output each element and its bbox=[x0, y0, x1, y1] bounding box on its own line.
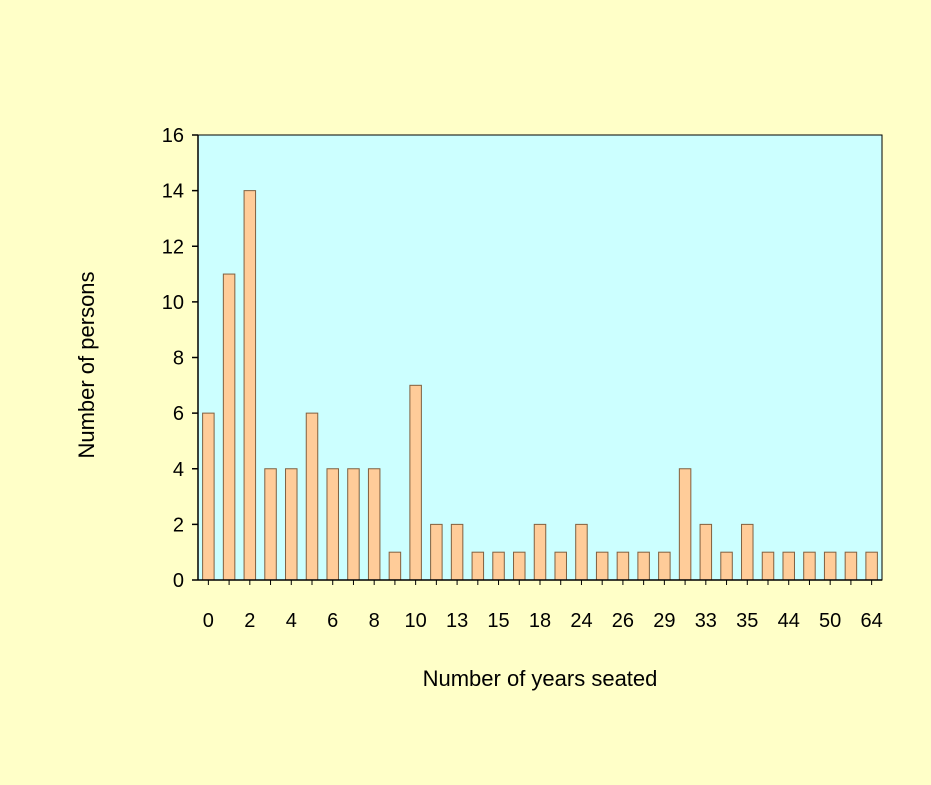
plot-area bbox=[197, 134, 883, 581]
bar-26 bbox=[616, 551, 630, 581]
x-axis-title: Number of years seated bbox=[423, 666, 658, 691]
y-tick-label: 8 bbox=[173, 348, 184, 370]
bar-50 bbox=[823, 551, 837, 581]
bar-7 bbox=[347, 468, 360, 581]
bar-57 bbox=[844, 551, 858, 581]
bar-21 bbox=[554, 551, 567, 581]
bar-3 bbox=[264, 468, 277, 581]
bar-18 bbox=[533, 523, 547, 581]
bar-33 bbox=[699, 523, 713, 581]
y-tick-label: 6 bbox=[173, 403, 184, 425]
x-tick-label-0: 0 bbox=[203, 610, 214, 632]
bar-11 bbox=[430, 523, 443, 581]
bar-29 bbox=[658, 551, 671, 581]
x-tick-label-35: 35 bbox=[736, 610, 758, 632]
y-tick-label: 4 bbox=[173, 459, 184, 481]
y-tick-label: 10 bbox=[162, 292, 184, 314]
x-tick-label-29: 29 bbox=[653, 610, 675, 632]
bar-1 bbox=[222, 273, 236, 581]
x-tick-label-33: 33 bbox=[695, 610, 717, 632]
y-tick-label: 0 bbox=[173, 570, 184, 592]
bar-43 bbox=[761, 551, 775, 581]
x-tick-label-44: 44 bbox=[778, 610, 800, 632]
bar-0 bbox=[202, 412, 215, 581]
x-tick-label-10: 10 bbox=[405, 610, 427, 632]
bar-64 bbox=[865, 551, 878, 581]
x-tick-label-6: 6 bbox=[327, 610, 338, 632]
bar-10 bbox=[409, 384, 422, 581]
x-tick-label-13: 13 bbox=[446, 610, 468, 632]
x-tick-label-2: 2 bbox=[244, 610, 255, 632]
x-tick-label-24: 24 bbox=[570, 610, 592, 632]
bar-24 bbox=[575, 523, 588, 581]
x-tick-label-15: 15 bbox=[487, 610, 509, 632]
y-tick-label: 2 bbox=[173, 514, 184, 536]
bar-34 bbox=[720, 551, 733, 581]
y-tick-label: 14 bbox=[162, 181, 184, 203]
y-tick-label: 16 bbox=[162, 125, 184, 147]
bar-44 bbox=[782, 551, 795, 581]
bar-13 bbox=[450, 523, 464, 581]
bar-31 bbox=[678, 468, 692, 581]
x-axis: 0 2 4 6 8 10 13 15 18 24 26 29 33 35 44 50 64 bbox=[198, 579, 883, 632]
bar-6 bbox=[326, 468, 339, 581]
x-tick-label-50: 50 bbox=[819, 610, 841, 632]
bar-25 bbox=[595, 551, 609, 581]
x-tick-label-64: 64 bbox=[861, 610, 883, 632]
x-tick-label-4: 4 bbox=[286, 610, 297, 632]
bar-15 bbox=[492, 551, 505, 581]
bar-9 bbox=[388, 551, 402, 581]
x-tick-label-18: 18 bbox=[529, 610, 551, 632]
bar-2 bbox=[243, 190, 257, 581]
x-tick-label-26: 26 bbox=[612, 610, 634, 632]
y-tick-label: 12 bbox=[162, 236, 184, 258]
bar-28 bbox=[637, 551, 650, 581]
bar-8 bbox=[367, 468, 381, 581]
bar-5 bbox=[305, 412, 319, 581]
bars-group bbox=[202, 190, 878, 581]
y-axis: 0 2 4 6 8 10 12 14 16 bbox=[162, 125, 199, 592]
y-axis-title: Number of persons bbox=[74, 271, 99, 458]
bar-48 bbox=[803, 551, 816, 581]
bar-14 bbox=[471, 551, 485, 581]
x-tick-label-8: 8 bbox=[369, 610, 380, 632]
bar-4 bbox=[285, 468, 298, 581]
bar-35 bbox=[741, 523, 754, 581]
bar-16 bbox=[513, 551, 526, 581]
